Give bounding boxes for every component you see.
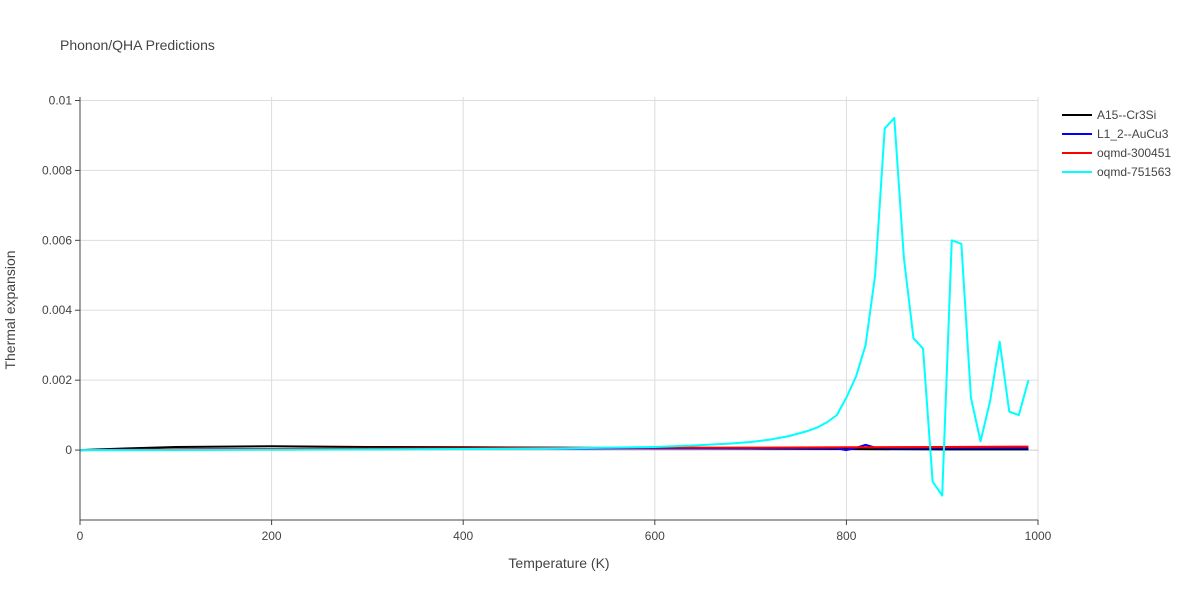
legend-item[interactable]: oqmd-300451 <box>1062 146 1171 160</box>
legend-label: A15--Cr3Si <box>1097 108 1156 122</box>
y-tick-labels: 0 0.002 0.004 0.006 0.008 0.01 <box>42 93 80 457</box>
x-tick-labels: 0 200 400 600 800 1000 <box>77 520 1052 543</box>
axes <box>79 97 1038 521</box>
chart-title: Phonon/QHA Predictions <box>60 37 215 53</box>
y-tick-label: 0.004 <box>42 303 72 317</box>
y-tick-label: 0.002 <box>42 373 72 387</box>
x-tick-label: 400 <box>453 529 473 543</box>
y-tick-label: 0.008 <box>42 163 72 177</box>
legend-label: L1_2--AuCu3 <box>1097 127 1169 141</box>
x-axis-title: Temperature (K) <box>508 555 609 571</box>
gridlines <box>80 97 1039 520</box>
x-tick-label: 0 <box>77 529 84 543</box>
x-tick-label: 600 <box>645 529 665 543</box>
y-axis-title: Thermal expansion <box>2 250 18 369</box>
x-tick-label: 800 <box>836 529 856 543</box>
legend-item[interactable]: oqmd-751563 <box>1062 165 1171 179</box>
legend-label: oqmd-300451 <box>1097 146 1171 160</box>
legend[interactable]: A15--Cr3Si L1_2--AuCu3 oqmd-300451 oqmd-751… <box>1062 108 1171 179</box>
y-tick-label: 0.01 <box>49 93 73 107</box>
x-tick-label: 1000 <box>1025 529 1052 543</box>
y-tick-label: 0 <box>65 443 72 457</box>
legend-item[interactable]: A15--Cr3Si <box>1062 108 1156 122</box>
legend-label: oqmd-751563 <box>1097 165 1171 179</box>
y-tick-label: 0.006 <box>42 233 72 247</box>
x-tick-label: 200 <box>262 529 282 543</box>
series-lines <box>79 116 1030 497</box>
series-line-oqmd-751563 <box>80 116 1030 497</box>
legend-item[interactable]: L1_2--AuCu3 <box>1062 127 1169 141</box>
